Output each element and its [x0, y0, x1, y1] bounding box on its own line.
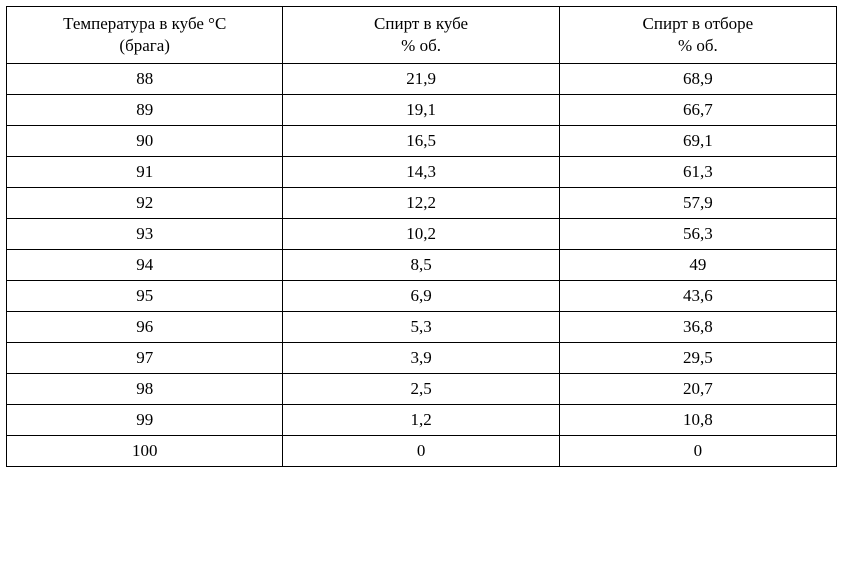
cell-temperature: 94	[7, 250, 283, 281]
cell-cube-alcohol: 3,9	[283, 343, 559, 374]
cell-cube-alcohol: 6,9	[283, 281, 559, 312]
table-row: 93 10,2 56,3	[7, 219, 837, 250]
cell-output-alcohol: 29,5	[559, 343, 836, 374]
table-row: 99 1,2 10,8	[7, 405, 837, 436]
cell-temperature: 91	[7, 157, 283, 188]
cell-temperature: 90	[7, 126, 283, 157]
distillation-table: Температура в кубе °С (брага) Спирт в ку…	[6, 6, 837, 467]
table-row: 94 8,5 49	[7, 250, 837, 281]
table-row: 92 12,2 57,9	[7, 188, 837, 219]
cell-cube-alcohol: 19,1	[283, 95, 559, 126]
header-cell-cube-alcohol: Спирт в кубе % об.	[283, 7, 559, 64]
cell-output-alcohol: 68,9	[559, 64, 836, 95]
table-row: 96 5,3 36,8	[7, 312, 837, 343]
cell-temperature: 95	[7, 281, 283, 312]
cell-temperature: 89	[7, 95, 283, 126]
cell-output-alcohol: 61,3	[559, 157, 836, 188]
cell-temperature: 93	[7, 219, 283, 250]
cell-temperature: 98	[7, 374, 283, 405]
cell-cube-alcohol: 1,2	[283, 405, 559, 436]
header-cell-temperature: Температура в кубе °С (брага)	[7, 7, 283, 64]
header-line2: % об.	[401, 36, 441, 55]
cell-temperature: 100	[7, 436, 283, 467]
header-line1: Температура в кубе °С	[63, 14, 226, 33]
cell-output-alcohol: 10,8	[559, 405, 836, 436]
cell-cube-alcohol: 0	[283, 436, 559, 467]
cell-output-alcohol: 43,6	[559, 281, 836, 312]
cell-temperature: 88	[7, 64, 283, 95]
cell-temperature: 97	[7, 343, 283, 374]
cell-cube-alcohol: 8,5	[283, 250, 559, 281]
header-line1: Спирт в отборе	[643, 14, 754, 33]
table-row: 90 16,5 69,1	[7, 126, 837, 157]
cell-cube-alcohol: 16,5	[283, 126, 559, 157]
cell-output-alcohol: 36,8	[559, 312, 836, 343]
table-row: 95 6,9 43,6	[7, 281, 837, 312]
header-line1: Спирт в кубе	[374, 14, 468, 33]
cell-output-alcohol: 69,1	[559, 126, 836, 157]
cell-cube-alcohol: 2,5	[283, 374, 559, 405]
cell-output-alcohol: 0	[559, 436, 836, 467]
cell-cube-alcohol: 10,2	[283, 219, 559, 250]
cell-temperature: 96	[7, 312, 283, 343]
cell-cube-alcohol: 14,3	[283, 157, 559, 188]
table-row: 89 19,1 66,7	[7, 95, 837, 126]
header-line2: (брага)	[119, 36, 170, 55]
table-row: 88 21,9 68,9	[7, 64, 837, 95]
cell-cube-alcohol: 12,2	[283, 188, 559, 219]
cell-temperature: 99	[7, 405, 283, 436]
cell-output-alcohol: 66,7	[559, 95, 836, 126]
table-row: 97 3,9 29,5	[7, 343, 837, 374]
cell-output-alcohol: 57,9	[559, 188, 836, 219]
cell-temperature: 92	[7, 188, 283, 219]
table-body: 88 21,9 68,9 89 19,1 66,7 90 16,5 69,1 9…	[7, 64, 837, 467]
header-cell-output-alcohol: Спирт в отборе % об.	[559, 7, 836, 64]
table-row: 98 2,5 20,7	[7, 374, 837, 405]
table-row: 91 14,3 61,3	[7, 157, 837, 188]
cell-cube-alcohol: 21,9	[283, 64, 559, 95]
header-row: Температура в кубе °С (брага) Спирт в ку…	[7, 7, 837, 64]
table-row: 100 0 0	[7, 436, 837, 467]
cell-output-alcohol: 49	[559, 250, 836, 281]
table-header: Температура в кубе °С (брага) Спирт в ку…	[7, 7, 837, 64]
cell-output-alcohol: 56,3	[559, 219, 836, 250]
cell-output-alcohol: 20,7	[559, 374, 836, 405]
cell-cube-alcohol: 5,3	[283, 312, 559, 343]
header-line2: % об.	[678, 36, 718, 55]
